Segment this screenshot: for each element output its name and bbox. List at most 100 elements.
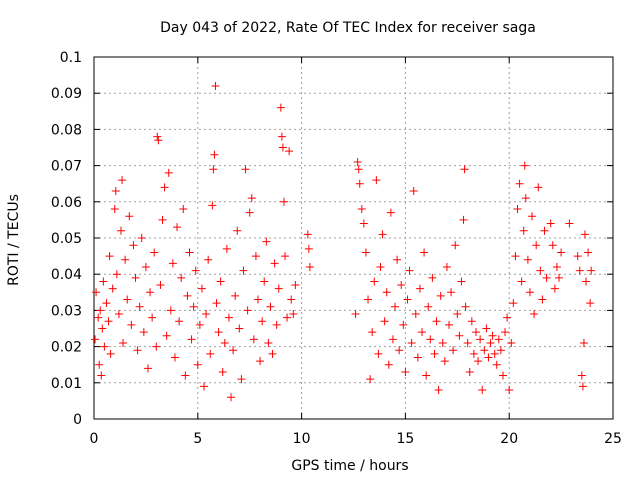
data-point (409, 186, 418, 195)
data-point (129, 241, 138, 250)
data-point (519, 226, 528, 235)
data-point (471, 328, 480, 337)
data-point (484, 353, 493, 362)
data-point (366, 375, 375, 384)
data-point (227, 393, 236, 402)
data-point (100, 342, 109, 351)
data-point (287, 295, 296, 304)
data-point (372, 176, 381, 185)
data-point (162, 331, 171, 340)
data-point (274, 284, 283, 293)
data-point (413, 353, 422, 362)
data-point (224, 313, 233, 322)
data-point (444, 320, 453, 329)
data-point (582, 277, 591, 286)
data-point (494, 335, 503, 344)
data-point (579, 338, 588, 347)
data-point (460, 165, 469, 174)
data-point (156, 281, 165, 290)
data-point (139, 328, 148, 337)
data-point (354, 165, 363, 174)
x-tick-label: 20 (500, 431, 518, 447)
data-point (364, 295, 373, 304)
data-point (523, 255, 532, 264)
data-point (118, 176, 127, 185)
data-point (197, 284, 206, 293)
data-point (209, 165, 218, 174)
data-point (112, 270, 121, 279)
data-point (96, 306, 105, 315)
data-point (488, 331, 497, 340)
data-point (546, 219, 555, 228)
data-point (249, 335, 258, 344)
data-point (478, 386, 487, 395)
data-point (241, 165, 250, 174)
data-point (106, 349, 115, 358)
y-tick-label: 0.06 (51, 195, 82, 211)
data-point (141, 262, 150, 271)
data-point (430, 349, 439, 358)
data-point (95, 360, 104, 369)
x-tick-label: 25 (604, 431, 622, 447)
data-point (164, 168, 173, 177)
data-point (289, 310, 298, 319)
data-point (304, 244, 313, 253)
data-point (270, 259, 279, 268)
data-point (191, 266, 200, 275)
data-point (175, 317, 184, 326)
data-point (237, 375, 246, 384)
data-point (222, 244, 231, 253)
data-point (386, 208, 395, 217)
data-point (183, 291, 192, 300)
data-point (266, 302, 275, 311)
data-point (251, 252, 260, 261)
data-point (98, 324, 107, 333)
data-point (214, 328, 223, 337)
y-tick-label: 0.02 (51, 340, 82, 356)
y-tick-label: 0.09 (51, 86, 82, 102)
data-point (461, 302, 470, 311)
data-point (536, 266, 545, 275)
data-point (428, 273, 437, 282)
data-point (424, 302, 433, 311)
axis-ticks: 0 5 10 15 20 25 0 0.01 0.02 0.03 0.04 0.05 0.06 0.07 0… (51, 50, 622, 447)
data-point (200, 382, 209, 391)
x-tick-label: 15 (396, 431, 414, 447)
data-point (498, 371, 507, 380)
data-point (436, 291, 445, 300)
data-point (256, 357, 265, 366)
data-point (116, 226, 125, 235)
chart-title: Day 043 of 2022, Rate Of TEC Index for r… (160, 20, 536, 36)
data-points (91, 81, 596, 402)
y-tick-label: 0.08 (51, 122, 82, 138)
data-point (262, 237, 271, 246)
data-point (457, 277, 466, 286)
data-point (279, 197, 288, 206)
data-point (148, 313, 157, 322)
data-point (476, 335, 485, 344)
data-point (268, 349, 277, 358)
data-point (578, 382, 587, 391)
data-point (277, 132, 286, 141)
data-point (442, 262, 451, 271)
x-tick-label: 10 (293, 431, 311, 447)
data-point (415, 284, 424, 293)
data-point (384, 360, 393, 369)
data-point (247, 194, 256, 203)
data-point (216, 277, 225, 286)
data-point (447, 288, 456, 297)
data-point (434, 386, 443, 395)
data-point (104, 317, 113, 326)
data-point (513, 205, 522, 214)
data-point (94, 313, 103, 322)
data-point (505, 386, 514, 395)
data-point (411, 310, 420, 319)
data-point (153, 132, 162, 141)
data-point (202, 310, 211, 319)
y-tick-label: 0.03 (51, 303, 82, 319)
data-point (133, 346, 142, 355)
data-point (278, 143, 287, 152)
data-point (233, 226, 242, 235)
data-point (260, 277, 269, 286)
